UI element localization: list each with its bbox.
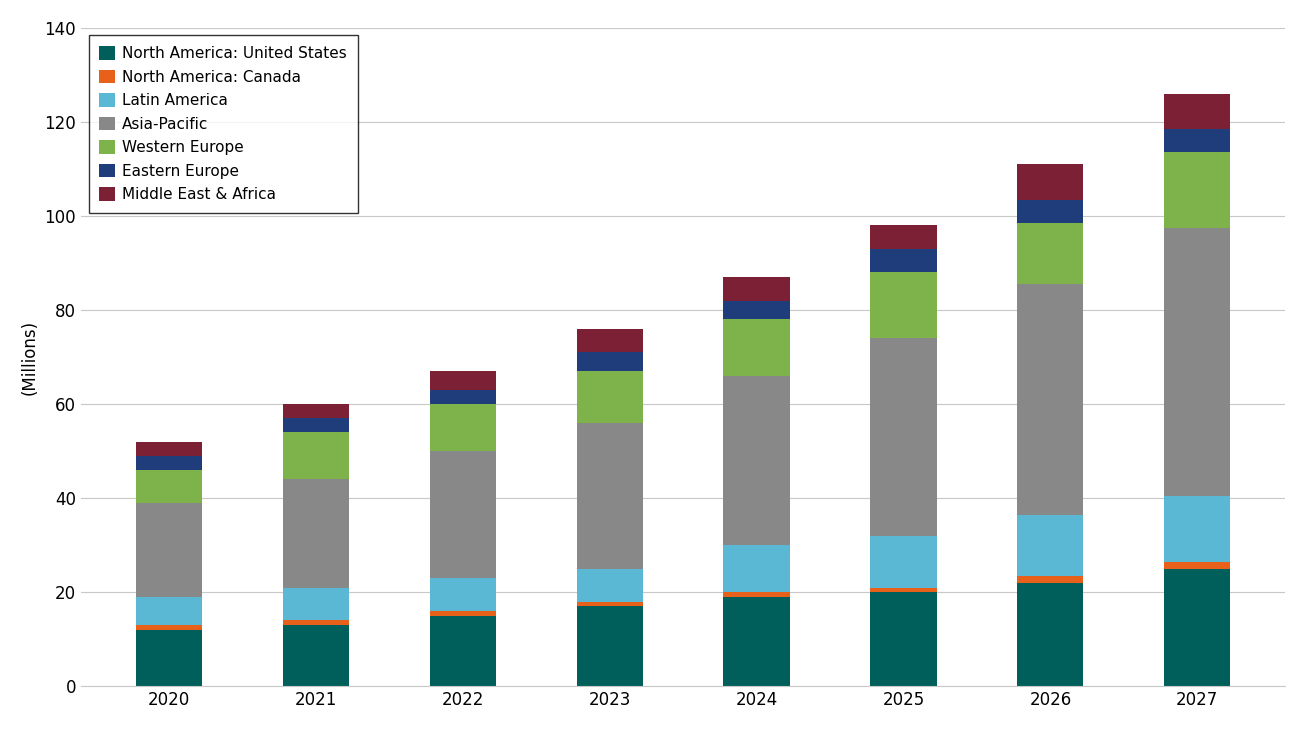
Bar [1017, 284, 1084, 515]
Bar [1165, 129, 1230, 153]
Legend: North America: United States, North America: Canada, Latin America, Asia-Pacific: North America: United States, North Amer… [89, 36, 358, 212]
Bar [870, 588, 936, 592]
Bar [282, 432, 349, 480]
Bar [1165, 496, 1230, 561]
Bar [1017, 576, 1084, 583]
Bar [1165, 93, 1230, 129]
Bar [1017, 164, 1084, 199]
Bar [870, 338, 936, 536]
Bar [430, 404, 496, 451]
Y-axis label: (Millions): (Millions) [21, 320, 39, 395]
Bar [870, 592, 936, 686]
Bar [282, 418, 349, 432]
Bar [724, 592, 790, 597]
Bar [282, 620, 349, 625]
Bar [576, 607, 643, 686]
Bar [870, 226, 936, 249]
Bar [1165, 561, 1230, 569]
Bar [282, 588, 349, 620]
Bar [576, 423, 643, 569]
Bar [430, 371, 496, 390]
Bar [724, 597, 790, 686]
Bar [282, 625, 349, 686]
Bar [724, 545, 790, 592]
Bar [1165, 569, 1230, 686]
Bar [430, 615, 496, 686]
Bar [430, 451, 496, 578]
Bar [1165, 228, 1230, 496]
Bar [724, 277, 790, 301]
Bar [1165, 153, 1230, 228]
Bar [136, 625, 202, 630]
Bar [1017, 199, 1084, 223]
Bar [136, 597, 202, 625]
Bar [1017, 223, 1084, 284]
Bar [576, 371, 643, 423]
Bar [136, 470, 202, 503]
Bar [282, 404, 349, 418]
Bar [870, 249, 936, 272]
Bar [724, 301, 790, 320]
Bar [1017, 583, 1084, 686]
Bar [136, 503, 202, 597]
Bar [430, 390, 496, 404]
Bar [576, 328, 643, 353]
Bar [430, 611, 496, 615]
Bar [136, 630, 202, 686]
Bar [724, 320, 790, 376]
Bar [576, 353, 643, 371]
Bar [870, 272, 936, 338]
Bar [136, 456, 202, 470]
Bar [430, 578, 496, 611]
Bar [1017, 515, 1084, 576]
Bar [282, 480, 349, 588]
Bar [724, 376, 790, 545]
Bar [576, 602, 643, 607]
Bar [870, 536, 936, 588]
Bar [576, 569, 643, 602]
Bar [136, 442, 202, 456]
